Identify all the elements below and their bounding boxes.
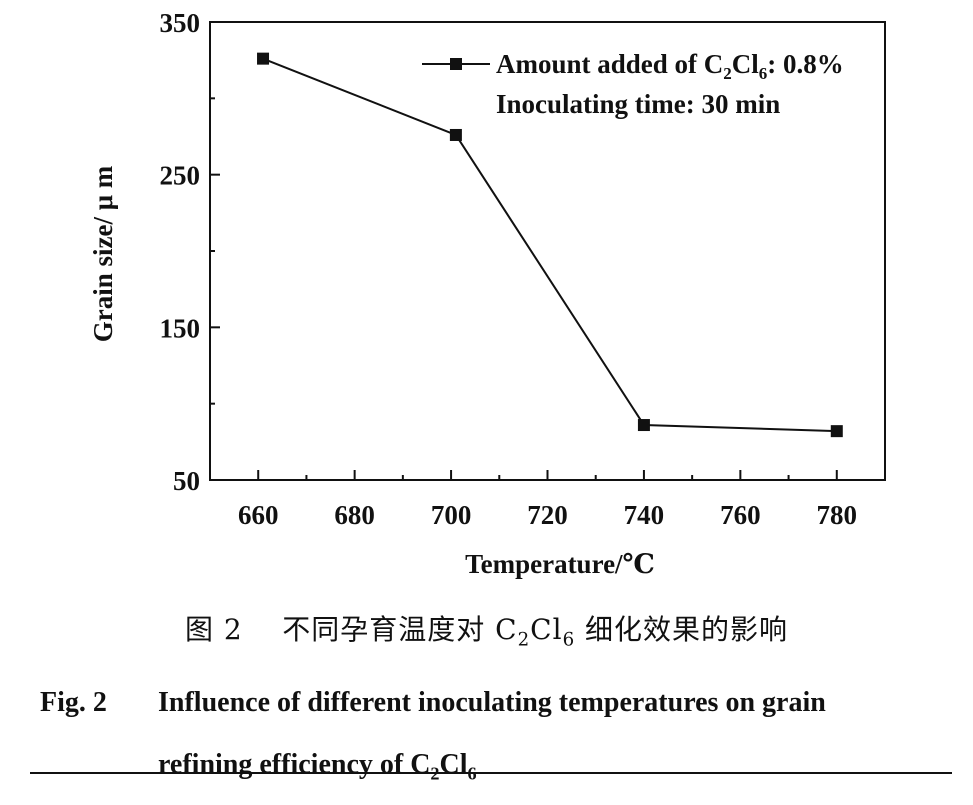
x-tick-label: 760 <box>720 500 761 530</box>
series-group <box>257 52 843 438</box>
y-axis-label: Grain size/ μ m <box>88 165 118 342</box>
x-axis-label: Temperature/℃ <box>465 549 655 579</box>
legend-series-label: Amount added of C2Cl6: 0.8% <box>496 49 844 83</box>
figure-caption-chinese: 图 2 不同孕育温度对 C2Cl6 细化效果的影响 <box>0 608 973 651</box>
bottom-rule <box>30 772 952 774</box>
y-tick-label: 50 <box>173 466 200 496</box>
x-tick-label: 660 <box>238 500 279 530</box>
x-tick-label: 780 <box>817 500 858 530</box>
data-point-marker <box>257 52 270 65</box>
y-tick-label: 350 <box>160 8 201 38</box>
y-tick-label: 150 <box>160 313 201 343</box>
figure-caption-english: Fig. 2 Influence of different inoculating… <box>40 672 940 805</box>
caption-en-figure-number: Fig. 2 <box>40 687 107 718</box>
legend-note: Inoculating time: 30 min <box>496 89 780 119</box>
data-point-marker <box>637 419 650 432</box>
data-point-marker <box>449 128 462 141</box>
data-point-marker <box>830 425 843 438</box>
x-tick-label: 740 <box>624 500 665 530</box>
y-tick-label: 250 <box>160 161 201 191</box>
line-chart: 660 680 700 720 740 760 780 50 150 250 350 Tempera… <box>88 8 886 579</box>
legend-marker <box>450 58 462 70</box>
legend: Amount added of C2Cl6: 0.8% Inoculating … <box>422 49 844 119</box>
axis-ticks: 660 680 700 720 740 760 780 50 150 250 350 <box>160 8 858 530</box>
caption-en-line2: refining efficiency of C2Cl6 <box>158 749 477 784</box>
caption-en-line1: Influence of different inoculating tempe… <box>158 687 826 718</box>
series-line <box>262 57 837 433</box>
caption-cn-text: 不同孕育温度对 C2Cl6 细化效果的影响 <box>282 613 789 651</box>
x-tick-label: 680 <box>334 500 375 530</box>
x-tick-label: 700 <box>431 500 472 530</box>
caption-cn-figure-number: 图 2 <box>184 613 243 646</box>
x-tick-label: 720 <box>527 500 568 530</box>
